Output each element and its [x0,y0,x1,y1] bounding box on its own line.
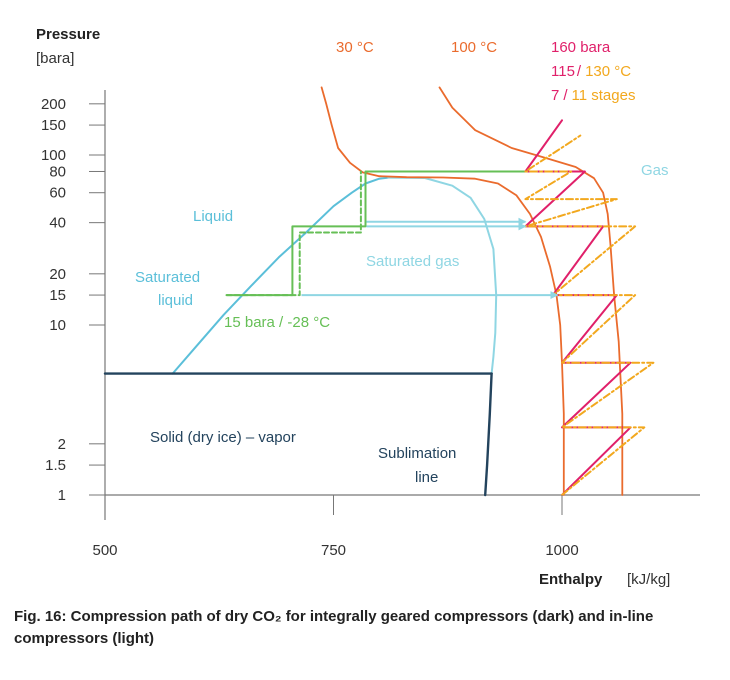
legend-stages-row: 7/11 stages [551,87,635,104]
series-compression-path-11-stages-light [524,134,655,496]
x-tick-label: 750 [321,542,346,559]
label-isotherm-30: 30 °C [336,39,374,56]
x-axis-title: Enthalpy [539,571,603,588]
y-tick-label: 80 [49,163,66,180]
x-tick-label: 1000 [545,542,578,559]
series-saturated-gas [387,176,498,375]
y-tick-label: 150 [41,117,66,134]
series-inlet-path-light [225,170,362,297]
series-isotherm-100-c [438,86,624,496]
y-tick-label: 2 [58,436,66,453]
y-tick-label: 60 [49,185,66,202]
y-tick-label: 20 [49,266,66,283]
legend-stages-dark: 7 [551,87,559,104]
y-tick-label: 100 [41,147,66,164]
legend-pressure-light-dark: 115 [551,63,575,80]
legend-slash-2: / [563,87,568,104]
x-axis-unit: [kJ/kg] [627,571,670,588]
y-axis-title: Pressure [36,26,100,43]
series-inlet-path-dark [225,170,527,297]
series-saturated-liquid [171,176,390,375]
y-tick-label: 15 [49,287,66,304]
label-sublimation-1: Sublimation [378,445,456,462]
series-isotherm-30-c [320,86,565,496]
legend-pressure-row: 115/130 °C [551,63,631,80]
legend-stages-light: 11 stages [572,87,636,104]
y-tick-label: 10 [49,317,66,334]
y-axis-unit: [bara] [36,50,74,67]
y-tick-label: 200 [41,96,66,113]
figure-caption: Fig. 16: Compression path of dry CO₂ for… [14,608,654,647]
legend-slash-1: / [577,63,582,80]
label-inlet-condition: 15 bara / -28 °C [224,314,330,331]
y-tick-label: 1 [58,487,66,504]
label-liquid: Liquid [193,208,233,225]
y-tick-label: 40 [49,215,66,232]
label-isotherm-100: 100 °C [451,39,497,56]
label-solid-vapor: Solid (dry ice) – vapor [150,429,296,446]
label-gas: Gas [641,162,669,179]
series-sublimation-line [484,372,493,497]
plot-area [104,90,700,520]
legend-temperature-light: 130 °C [585,63,631,80]
series-layer [103,86,655,497]
label-saturated-gas: Saturated gas [366,253,459,270]
label-saturated-liquid-2: liquid [158,292,193,309]
label-sublimation-2: line [415,469,438,486]
y-tick-label: 1.5 [45,457,66,474]
legend-pressure-dark: 160 bara [551,39,611,56]
label-saturated-liquid-1: Saturated [135,269,200,286]
x-tick-label: 500 [92,542,117,559]
